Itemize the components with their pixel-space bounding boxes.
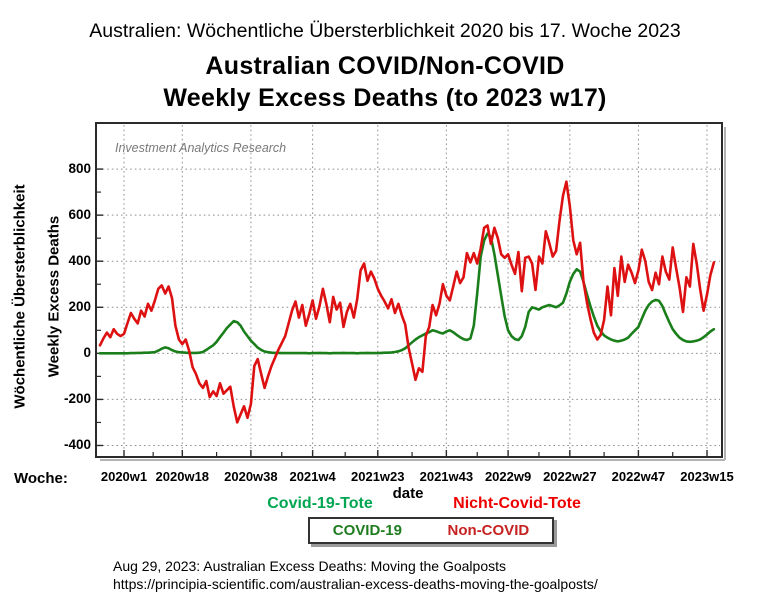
chart-title-line1: Australian COVID/Non-COVID <box>205 52 565 80</box>
legend-item-covid: COVID-19 <box>332 522 402 539</box>
source-url: https://principia-scientific.com/austral… <box>113 576 598 592</box>
y-tick-label: -400 <box>63 437 91 453</box>
x-tick-label: 2021w43 <box>419 469 474 484</box>
y-tick-label: -200 <box>63 391 91 407</box>
x-tick-label: 2020w18 <box>155 469 210 484</box>
y-tick-label: 200 <box>68 299 91 315</box>
non-covid-deaths-label-german: Nicht-Covid-Tote <box>453 495 581 512</box>
x-tick-label: 2022w9 <box>484 469 532 484</box>
covid-19-series-line <box>98 232 716 355</box>
x-tick-label: 2021w23 <box>351 469 405 484</box>
chart-legend: COVID-19 Non-COVID <box>308 517 554 544</box>
page-title-german: Australien: Wöchentliche Übersterblichke… <box>89 20 681 42</box>
x-axis-label: date <box>392 485 424 502</box>
source-note: Aug 29, 2023: Australian Excess Deaths: … <box>113 558 507 574</box>
non-covid-series-line <box>98 180 716 424</box>
y-tick-label: 800 <box>68 161 91 177</box>
y-tick-label: 600 <box>68 207 91 223</box>
x-tick-label: 2022w47 <box>611 469 666 484</box>
y-tick-label: 400 <box>68 253 91 269</box>
x-tick-label: 2022w27 <box>543 469 597 484</box>
chart-title-line2: Weekly Excess Deaths (to 2023 w17) <box>163 84 607 112</box>
covid-deaths-label-german: Covid-19-Tote <box>267 495 373 512</box>
x-tick-label: 2020w38 <box>224 469 278 484</box>
legend-item-noncovid: Non-COVID <box>447 522 530 539</box>
y-axis-label-german: Wöchentliche Übersterblichkeit <box>11 184 29 409</box>
x-tick-label: 2023w15 <box>680 469 734 484</box>
x-tick-label: 2020w1 <box>100 469 148 484</box>
y-tick-label: 0 <box>83 345 91 361</box>
week-axis-caption: Woche: <box>14 470 68 487</box>
plot-frame <box>95 122 723 458</box>
y-axis-label-english: Weekly Excess Deaths <box>45 215 63 378</box>
watermark-text: Investment Analytics Research <box>115 141 286 155</box>
x-tick-label: 2021w4 <box>289 469 336 484</box>
